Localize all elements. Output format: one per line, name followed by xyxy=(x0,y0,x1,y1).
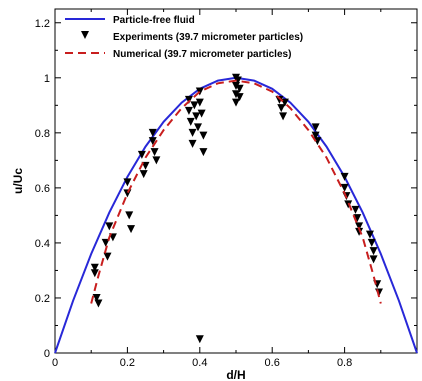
y-tick-label: 0.4 xyxy=(35,238,50,250)
experiment-point xyxy=(197,109,206,118)
experiment-point xyxy=(311,131,320,140)
experiment-point xyxy=(199,148,208,157)
experiment-point xyxy=(92,293,101,302)
experiment-point xyxy=(188,139,197,148)
experiment-point xyxy=(94,299,103,308)
experiment-point xyxy=(148,137,157,146)
y-tick-label: 0 xyxy=(44,348,50,360)
experiment-point xyxy=(277,104,286,113)
y-tick-label: 0.6 xyxy=(35,183,50,195)
experiment-point xyxy=(353,214,362,223)
experiment-point xyxy=(152,156,161,165)
experiment-point xyxy=(369,247,378,256)
experiment-point xyxy=(232,98,240,107)
experiment-point xyxy=(90,263,99,272)
y-tick-label: 1.2 xyxy=(35,18,50,30)
experiment-point xyxy=(150,148,159,157)
experiment-point xyxy=(127,225,136,234)
experiment-point xyxy=(188,128,197,137)
experiment-point xyxy=(340,183,349,192)
experiment-point xyxy=(141,161,150,170)
experiment-point xyxy=(184,95,193,104)
experiment-point xyxy=(103,252,112,261)
experiment-point xyxy=(235,93,244,102)
experiment-point xyxy=(195,335,204,344)
experiment-point xyxy=(351,205,360,214)
series-layer xyxy=(54,73,418,354)
experiment-point xyxy=(311,123,320,132)
y-axis-title: u/Uc xyxy=(11,168,25,194)
x-tick-label: 0.6 xyxy=(265,357,280,369)
experiment-point xyxy=(125,211,134,220)
numerical-curve xyxy=(90,79,382,304)
legend-label: Particle-free fluid xyxy=(113,15,195,26)
x-tick-label: 0.2 xyxy=(120,357,135,369)
experiment-point xyxy=(369,255,378,264)
experiment-point xyxy=(275,95,284,104)
experiment-point xyxy=(123,189,132,198)
x-axis-title: d/H xyxy=(226,368,245,381)
y-tick-label: 0.2 xyxy=(35,293,50,305)
axis-ticks: 0 0.2 0.4 0.6 0.8 0 0.2 0.4 0.6 0.8 1 1.2 xyxy=(35,9,417,369)
legend-label: Experiments (39.7 micrometer particles) xyxy=(113,32,303,43)
experiment-point xyxy=(90,269,99,278)
experiment-point xyxy=(192,112,201,121)
legend-marker xyxy=(81,31,89,39)
experiment-point xyxy=(195,87,204,96)
experiment-point xyxy=(186,117,195,126)
y-tick-label: 0.8 xyxy=(35,128,50,140)
experiment-point xyxy=(139,170,148,179)
experiment-point xyxy=(101,238,110,247)
experiment-point xyxy=(340,172,349,181)
experiment-point xyxy=(367,238,376,247)
experiment-point xyxy=(355,227,364,236)
experiment-point xyxy=(355,222,364,231)
experiment-point xyxy=(232,90,240,99)
legend-label: Numerical (39.7 micrometer particles) xyxy=(113,49,291,60)
experiment-point xyxy=(123,178,132,187)
experiment-point xyxy=(184,106,193,115)
experiment-point xyxy=(190,101,199,110)
experiment-point xyxy=(137,150,146,159)
experiment-point xyxy=(235,84,244,93)
y-tick-label: 1 xyxy=(44,73,50,85)
plot-frame xyxy=(54,8,418,354)
experiment-point xyxy=(148,128,157,137)
experiment-point xyxy=(199,131,208,140)
x-tick-label: 0.8 xyxy=(337,357,352,369)
experiment-point xyxy=(279,112,288,121)
experiment-point xyxy=(195,98,204,107)
experiment-point xyxy=(365,230,374,239)
x-tick-label: 0 xyxy=(52,357,58,369)
particle-free-curve xyxy=(54,76,418,354)
x-tick-label: 0.4 xyxy=(192,357,207,369)
experiment-point xyxy=(233,76,242,85)
experiment-point xyxy=(193,123,202,132)
legend: Particle-free fluid Experiments (39.7 mic… xyxy=(65,15,303,60)
experiment-point xyxy=(105,222,114,231)
